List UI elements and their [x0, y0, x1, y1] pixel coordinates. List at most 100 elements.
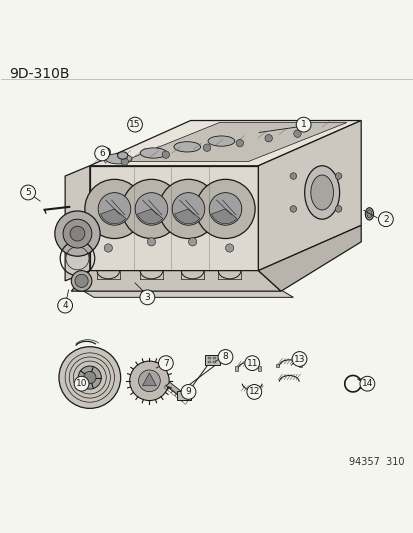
Circle shape [290, 173, 296, 179]
Circle shape [74, 376, 89, 391]
Circle shape [129, 361, 169, 401]
Circle shape [172, 192, 204, 225]
Wedge shape [137, 209, 162, 224]
Circle shape [195, 179, 254, 239]
Bar [213, 357, 215, 359]
Text: 1: 1 [300, 120, 306, 129]
Polygon shape [65, 166, 90, 281]
Bar [167, 387, 172, 393]
Wedge shape [211, 209, 236, 224]
Text: 2: 2 [382, 215, 388, 224]
Bar [275, 364, 279, 367]
Bar [164, 385, 169, 390]
Circle shape [225, 244, 233, 252]
Bar [175, 393, 180, 399]
Circle shape [209, 192, 241, 225]
Circle shape [335, 173, 341, 179]
Circle shape [121, 179, 180, 239]
Circle shape [71, 271, 92, 291]
Polygon shape [258, 120, 360, 271]
Circle shape [70, 226, 85, 241]
Polygon shape [142, 373, 156, 386]
Text: 15: 15 [129, 120, 140, 129]
Circle shape [218, 350, 233, 365]
Circle shape [203, 144, 210, 151]
Circle shape [127, 117, 142, 132]
Circle shape [162, 151, 169, 158]
Ellipse shape [104, 148, 110, 156]
Ellipse shape [364, 208, 373, 220]
Polygon shape [258, 225, 360, 291]
FancyBboxPatch shape [177, 391, 191, 400]
Circle shape [95, 146, 109, 161]
Circle shape [377, 212, 392, 227]
Bar [208, 357, 210, 359]
Ellipse shape [140, 148, 166, 158]
Circle shape [296, 117, 310, 132]
Ellipse shape [117, 152, 128, 159]
Circle shape [159, 179, 218, 239]
Text: 5: 5 [25, 188, 31, 197]
Polygon shape [90, 120, 360, 166]
Bar [298, 364, 301, 367]
Polygon shape [71, 271, 280, 291]
Wedge shape [100, 209, 126, 224]
Circle shape [293, 130, 300, 138]
Ellipse shape [207, 136, 234, 146]
Text: 11: 11 [246, 359, 257, 368]
Circle shape [147, 238, 155, 246]
Polygon shape [73, 285, 293, 297]
Text: 4: 4 [62, 301, 68, 310]
Text: 14: 14 [361, 379, 372, 388]
Bar [208, 361, 210, 363]
Circle shape [188, 238, 196, 246]
Circle shape [180, 384, 195, 399]
Circle shape [359, 376, 374, 391]
FancyBboxPatch shape [205, 354, 220, 365]
Circle shape [59, 346, 120, 408]
Text: 7: 7 [163, 359, 169, 368]
Circle shape [55, 211, 100, 256]
Circle shape [83, 372, 96, 384]
Circle shape [98, 192, 131, 225]
Bar [178, 397, 183, 401]
Text: 8: 8 [222, 352, 228, 361]
Text: 94357  310: 94357 310 [348, 457, 404, 467]
Circle shape [21, 185, 36, 200]
Circle shape [75, 274, 88, 287]
Circle shape [264, 134, 272, 142]
Circle shape [236, 140, 243, 147]
Ellipse shape [173, 142, 200, 152]
Circle shape [335, 206, 341, 212]
Circle shape [135, 192, 167, 225]
Circle shape [63, 219, 92, 248]
Circle shape [158, 356, 173, 370]
Text: 6: 6 [99, 149, 105, 158]
Circle shape [104, 244, 112, 252]
Text: 3: 3 [144, 293, 150, 302]
Ellipse shape [310, 175, 332, 210]
Circle shape [138, 370, 160, 392]
Circle shape [85, 179, 144, 239]
Circle shape [244, 356, 259, 370]
Circle shape [140, 290, 154, 305]
Bar [235, 366, 237, 370]
Text: 12: 12 [248, 387, 259, 397]
Circle shape [246, 384, 261, 399]
Ellipse shape [105, 154, 132, 164]
Wedge shape [174, 209, 199, 224]
Text: 9: 9 [185, 387, 191, 397]
Circle shape [78, 366, 101, 389]
Circle shape [290, 206, 296, 212]
Circle shape [57, 298, 72, 313]
Polygon shape [90, 166, 258, 271]
Text: 9D-310B: 9D-310B [9, 67, 70, 81]
Polygon shape [122, 123, 346, 161]
Ellipse shape [304, 166, 339, 219]
Circle shape [292, 352, 306, 366]
Polygon shape [166, 383, 188, 400]
Text: 13: 13 [293, 354, 304, 364]
Text: 10: 10 [76, 379, 87, 388]
Bar [182, 399, 187, 405]
Circle shape [121, 158, 128, 165]
